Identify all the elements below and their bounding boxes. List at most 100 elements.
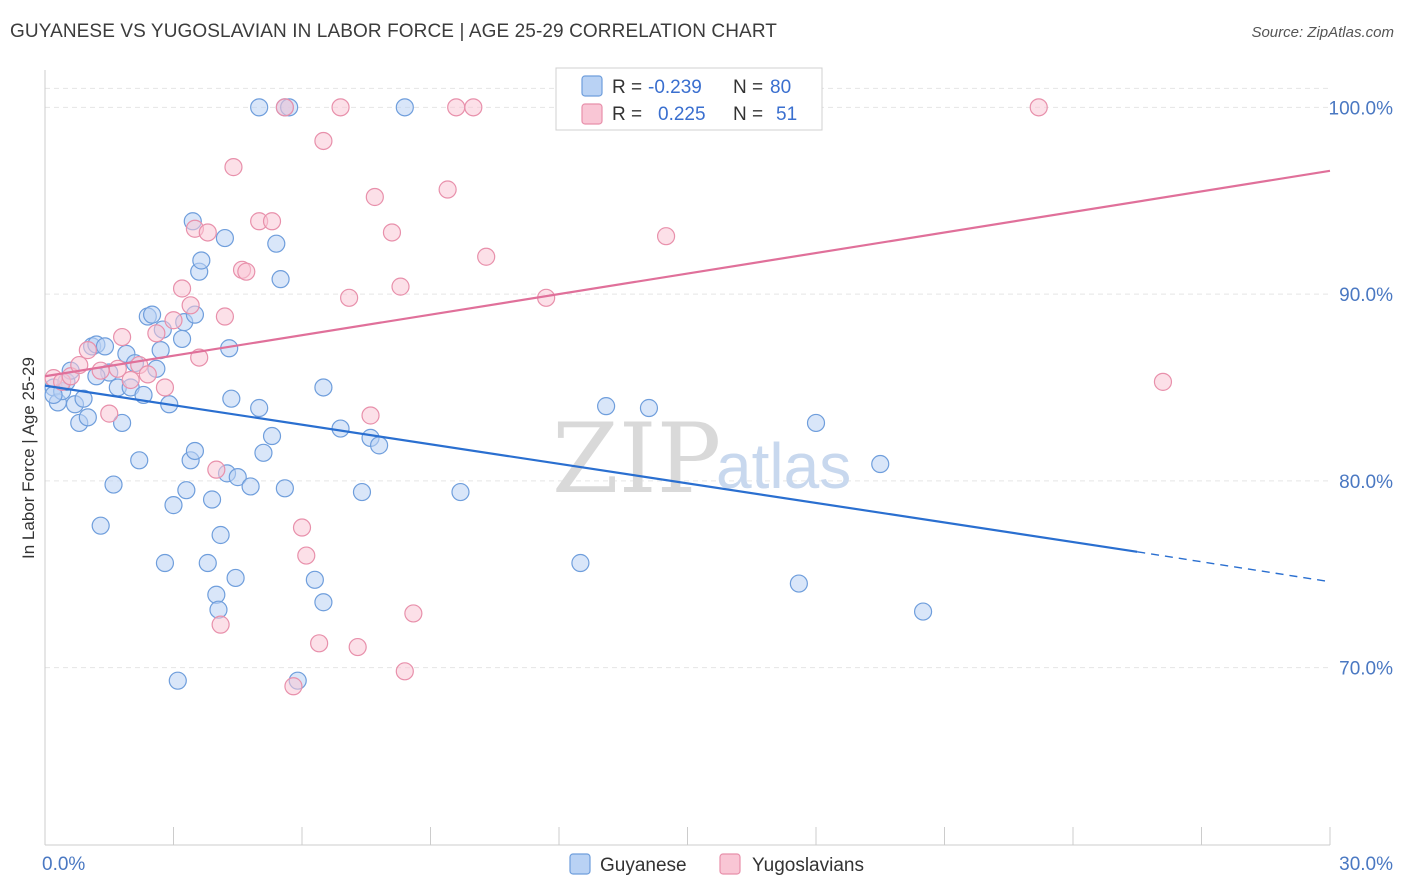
legend-r-value-guyanese: -0.239	[648, 77, 702, 98]
point-guyanese	[395, 98, 414, 117]
y-tick-label: 70.0%	[1339, 659, 1393, 680]
point-yugoslavian	[382, 223, 402, 242]
point-yugoslavian	[237, 262, 256, 281]
point-guyanese	[331, 419, 350, 438]
point-guyanese	[168, 671, 187, 690]
point-yugoslavian	[207, 460, 226, 479]
point-yugoslavian	[172, 279, 192, 298]
source-label: Source: ZipAtlas.com	[1251, 24, 1394, 41]
point-yugoslavian	[365, 187, 384, 207]
point-yugoslavian	[181, 296, 200, 315]
point-yugoslavian	[340, 288, 359, 307]
point-guyanese	[806, 413, 826, 433]
axes	[44, 70, 1331, 846]
point-yugoslavian	[215, 307, 234, 326]
point-guyanese	[228, 468, 247, 487]
y-tick-label: 80.0%	[1339, 472, 1393, 493]
point-yugoslavian	[314, 131, 333, 151]
point-guyanese	[262, 426, 282, 446]
point-yugoslavian	[100, 404, 119, 423]
point-guyanese	[352, 482, 372, 502]
trend-line-guyanese	[44, 384, 1138, 553]
point-guyanese	[250, 98, 269, 117]
point-yugoslavian	[361, 406, 380, 425]
point-guyanese	[871, 454, 890, 474]
point-yugoslavian	[292, 518, 312, 537]
point-guyanese	[155, 553, 175, 573]
point-yugoslavian	[164, 311, 183, 330]
point-guyanese	[305, 570, 324, 589]
point-yugoslavian	[275, 98, 294, 117]
watermark: ZIP atlas	[552, 403, 851, 515]
point-yugoslavian	[297, 546, 316, 565]
point-guyanese	[789, 574, 808, 593]
legend-n-value-guyanese: 80	[770, 77, 791, 98]
y-tick-label: 100.0%	[1329, 98, 1394, 119]
point-guyanese	[913, 602, 933, 621]
x-tick-labels: 0.0% 30.0%	[42, 854, 1393, 875]
point-yugoslavian	[91, 361, 110, 380]
point-guyanese	[370, 436, 389, 455]
point-guyanese	[95, 337, 115, 356]
point-guyanese	[112, 413, 132, 433]
point-guyanese	[198, 553, 217, 573]
point-guyanese	[91, 516, 110, 535]
legend-r-label: R =	[612, 77, 642, 98]
point-yugoslavian	[395, 662, 414, 681]
point-yugoslavian	[438, 180, 457, 199]
point-yugoslavian	[447, 98, 466, 117]
point-guyanese	[164, 496, 183, 515]
points-guyanese	[44, 98, 933, 690]
point-guyanese	[250, 398, 269, 418]
legend-swatch-yugoslavians	[581, 103, 603, 125]
point-guyanese	[104, 475, 123, 494]
point-yugoslavian	[310, 634, 329, 653]
legend-n-label: N =	[733, 104, 763, 125]
watermark-atlas: atlas	[716, 430, 851, 502]
point-yugoslavian	[112, 327, 132, 347]
x-tick-label-max: 30.0%	[1339, 854, 1393, 875]
chart-title: GUYANESE VS YUGOSLAVIAN IN LABOR FORCE |…	[10, 21, 778, 42]
points-yugoslavians	[44, 98, 1173, 696]
point-guyanese	[314, 593, 333, 612]
point-yugoslavian	[404, 604, 423, 623]
point-guyanese	[451, 482, 470, 502]
point-guyanese	[142, 305, 162, 324]
point-yugoslavian	[262, 212, 282, 231]
y-tick-label: 90.0%	[1339, 285, 1393, 306]
point-guyanese	[571, 553, 590, 573]
point-yugoslavian	[656, 227, 676, 246]
point-guyanese	[78, 408, 97, 427]
legend-r-label: R =	[612, 104, 642, 125]
point-yugoslavian	[1153, 372, 1173, 391]
point-guyanese	[275, 479, 294, 498]
point-guyanese	[267, 234, 286, 253]
point-yugoslavian	[224, 158, 243, 177]
point-guyanese	[215, 228, 234, 248]
point-yugoslavian	[331, 98, 350, 117]
point-yugoslavian	[284, 677, 303, 696]
trend-line-yugoslavians	[44, 169, 1331, 378]
point-yugoslavian	[391, 277, 410, 296]
legend-item-guyanese: Guyanese	[600, 855, 687, 876]
point-guyanese	[226, 568, 245, 588]
point-guyanese	[241, 477, 260, 496]
point-yugoslavian	[155, 378, 175, 397]
point-yugoslavian	[211, 615, 230, 634]
point-guyanese	[639, 398, 659, 418]
point-yugoslavian	[477, 247, 496, 266]
y-tick-labels: 70.0% 80.0% 90.0% 100.0%	[1329, 98, 1394, 679]
stats-legend: R = -0.239 N = 80 R = 0.225 N = 51	[555, 67, 823, 131]
point-yugoslavian	[1029, 98, 1048, 117]
point-guyanese	[597, 397, 616, 416]
y-axis-label: In Labor Force | Age 25-29	[19, 357, 38, 559]
legend-r-value-yugoslavians: 0.225	[658, 104, 706, 125]
point-guyanese	[222, 389, 241, 408]
point-guyanese	[209, 600, 228, 619]
point-guyanese	[207, 585, 226, 604]
legend-n-value-yugoslavians: 51	[776, 104, 797, 125]
point-yugoslavian	[348, 637, 367, 657]
legend-n-label: N =	[733, 77, 763, 98]
legend-item-yugoslavians-swatch	[719, 853, 741, 875]
watermark-zip: ZIP	[552, 403, 721, 515]
